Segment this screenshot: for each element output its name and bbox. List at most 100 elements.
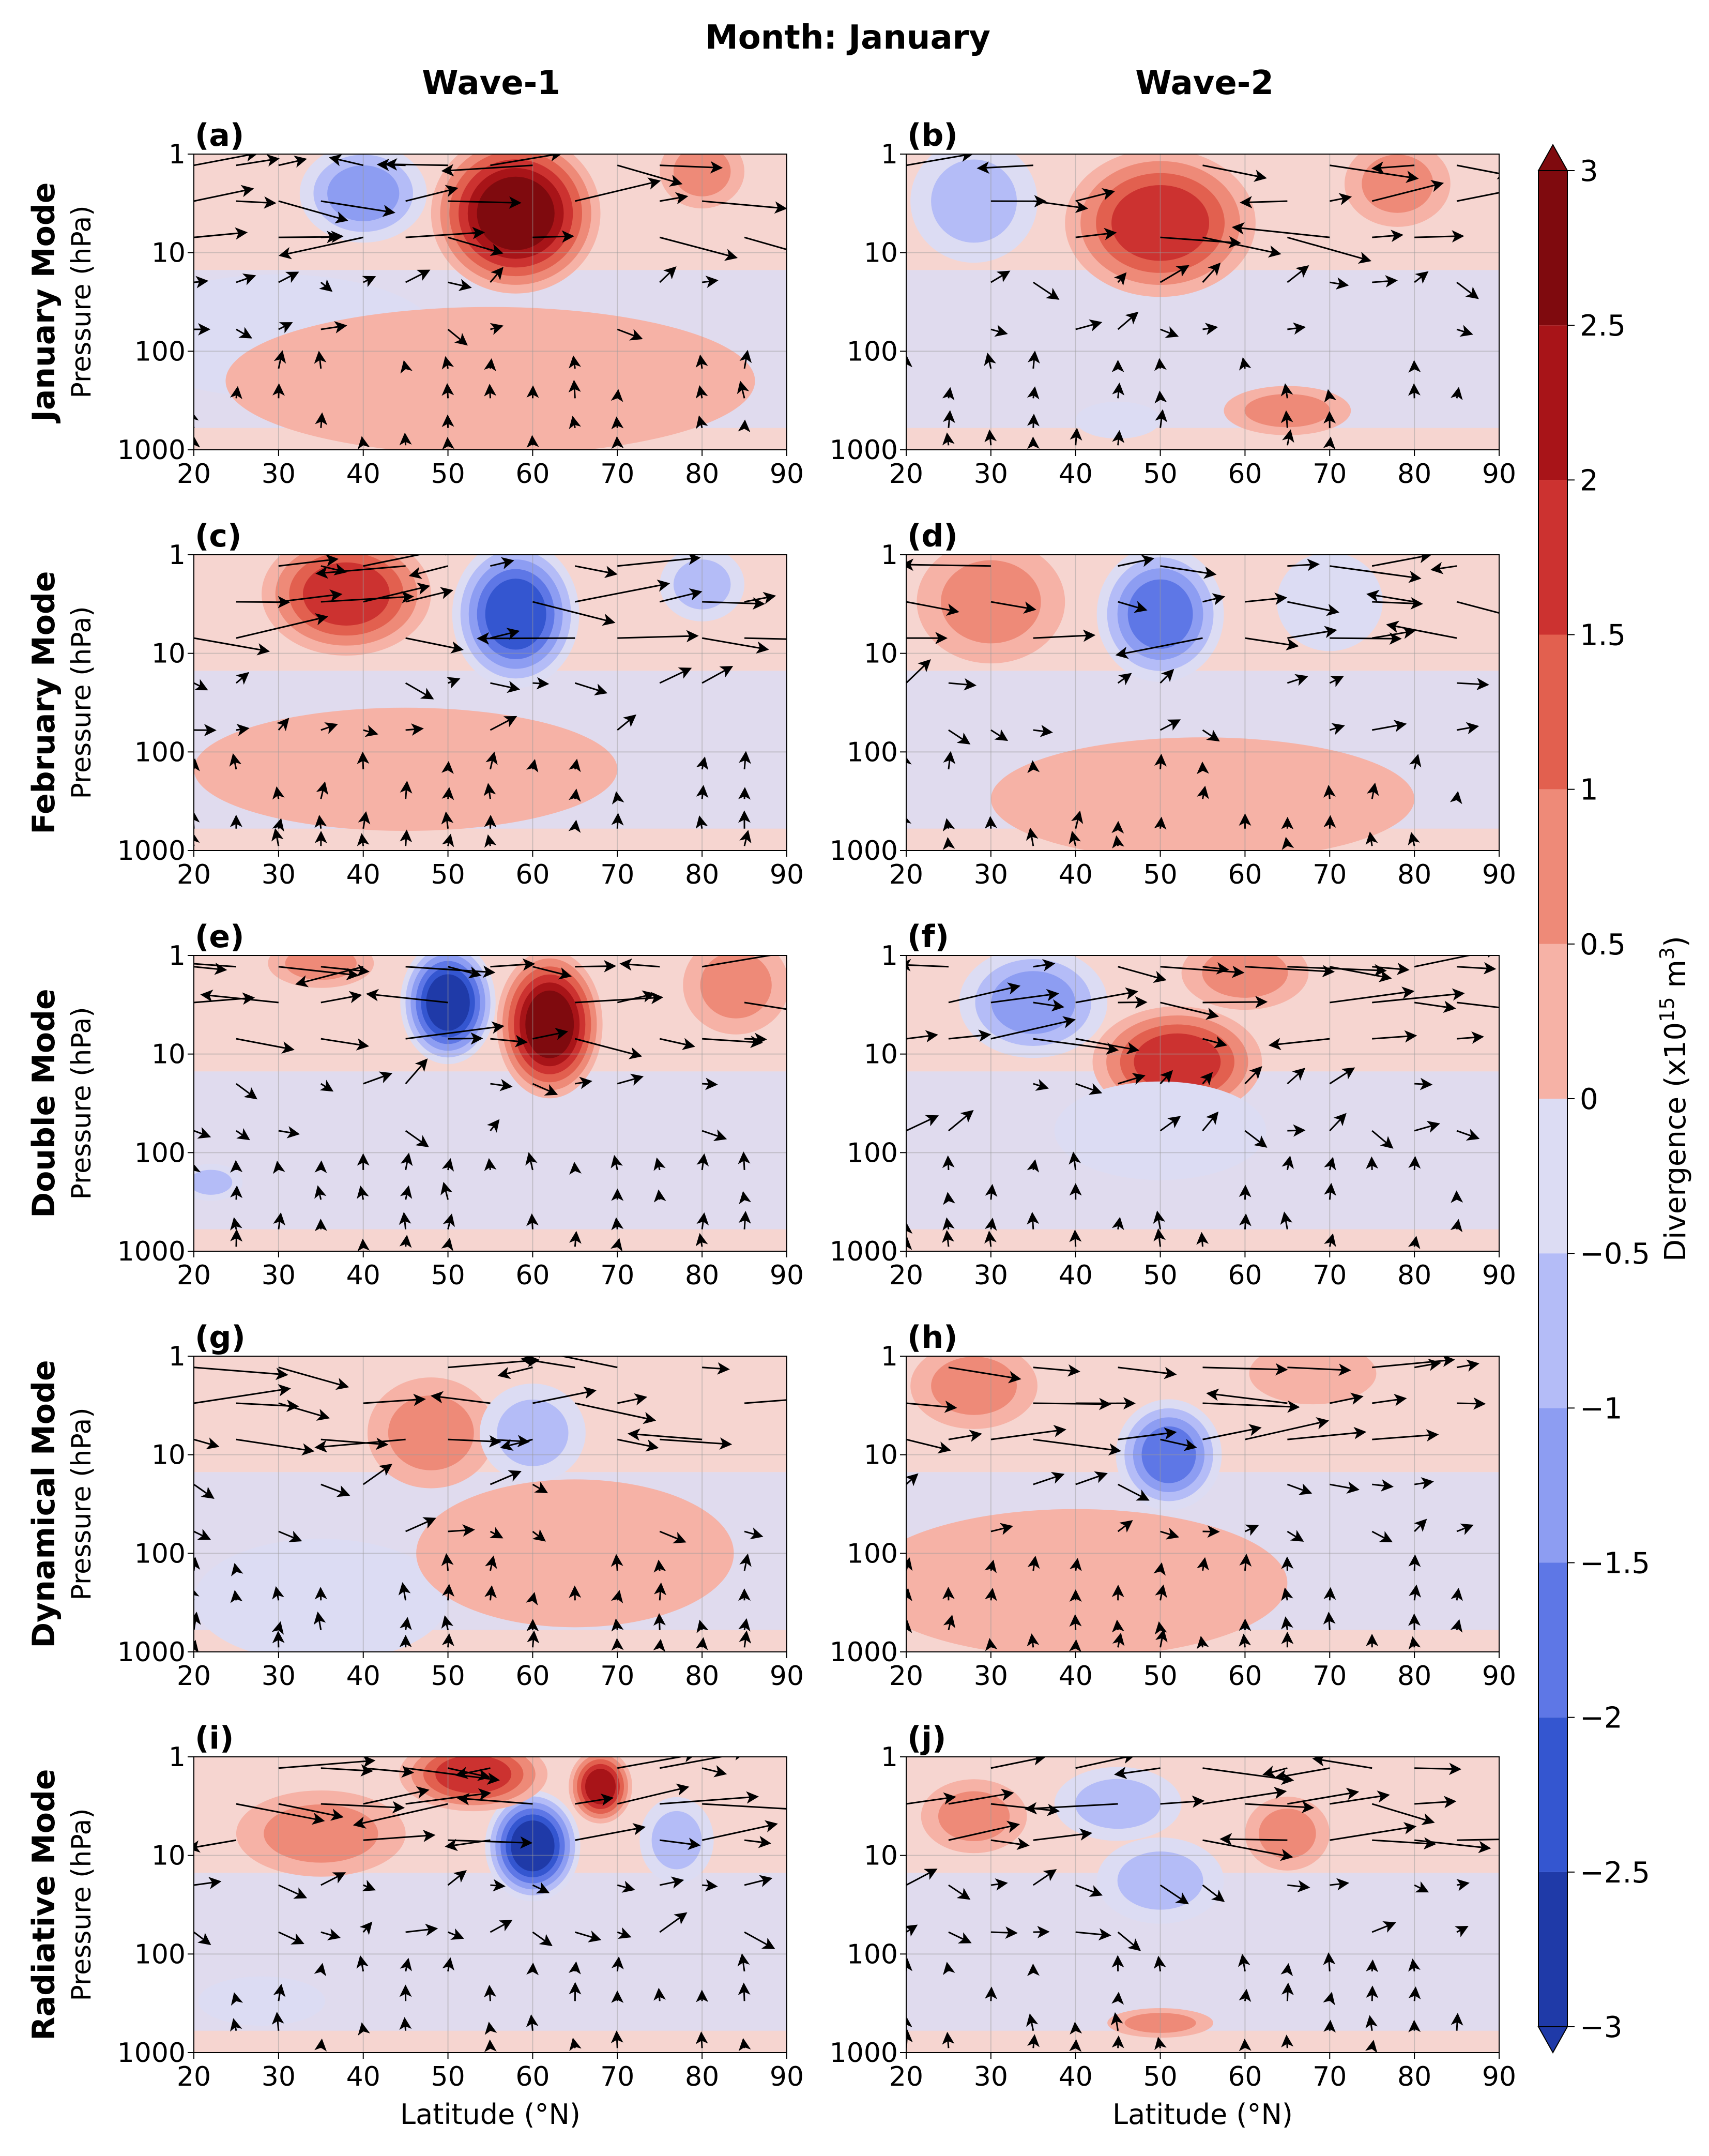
colorbar-tick-label: −1: [1580, 1392, 1623, 1425]
y-tick-label: 1000: [830, 2038, 898, 2069]
y-tick-label: 1: [881, 940, 898, 971]
flux-arrow: [1075, 1884, 1103, 1897]
flux-arrow: [1409, 1584, 1421, 1601]
flux-arrow: [1323, 1992, 1335, 2006]
flux-arrow: [400, 1617, 412, 1631]
flux-arrow: [532, 230, 574, 243]
flux-arrow: [1118, 555, 1155, 567]
flux-arrow: [278, 1757, 376, 1769]
flux-arrow: [738, 1151, 751, 1170]
flux-arrow: [1075, 987, 1138, 1004]
x-tick-label: 50: [431, 459, 465, 490]
flux-arrow: [701, 955, 787, 968]
flux-arrow: [1075, 1038, 1140, 1055]
flux-arrow: [611, 1638, 624, 1651]
flux-arrow: [739, 751, 751, 770]
flux-arrow: [1371, 1921, 1396, 1933]
flux-arrow: [446, 677, 461, 689]
flux-arrow: [948, 1430, 982, 1442]
flux-arrow: [1282, 429, 1294, 446]
flux-arrow: [321, 200, 395, 217]
flux-arrow: [659, 1876, 684, 1889]
flux-arrow: [1456, 164, 1499, 179]
flux-arrow: [985, 1183, 998, 1200]
flux-arrow: [948, 1029, 991, 1042]
flux-arrow: [1330, 1822, 1417, 1841]
flux-arrow: [1202, 1839, 1293, 1861]
flux-arrow: [1239, 1988, 1252, 2002]
flux-arrow: [984, 816, 997, 829]
flux-arrow: [1153, 1955, 1166, 1972]
flux-arrow: [405, 637, 464, 654]
flux-arrow: [1197, 1557, 1209, 1571]
flux-arrow: [1281, 1616, 1293, 1630]
flux-arrow: [739, 1630, 752, 1648]
contour-level: [1141, 1426, 1196, 1483]
flux-arrow: [1287, 1363, 1351, 1376]
flux-arrow: [611, 389, 623, 402]
flux-arrow: [701, 1820, 778, 1841]
flux-arrow: [990, 1838, 1030, 1850]
flux-arrow: [1287, 558, 1320, 571]
flux-arrow: [272, 818, 284, 832]
flux-arrow: [568, 1961, 581, 1975]
flux-arrow: [231, 1992, 243, 2006]
x-tick-label: 30: [974, 2061, 1008, 2092]
flux-arrow: [1408, 832, 1420, 846]
x-tick-label: 40: [346, 459, 380, 490]
flux-arrow: [701, 1129, 727, 1142]
flux-arrow: [1075, 1757, 1136, 1769]
flux-arrow: [385, 158, 448, 171]
flux-arrow: [194, 637, 270, 656]
flux-arrow: [273, 1984, 286, 2001]
flux-arrow: [321, 1483, 350, 1497]
contour-level: [1075, 401, 1161, 439]
flux-arrow: [1160, 326, 1179, 338]
flux-arrow: [236, 196, 277, 209]
y-tick-label: 100: [134, 336, 186, 367]
flux-arrow: [1372, 1429, 1439, 1442]
flux-arrow: [272, 1586, 284, 1601]
flux-arrow: [440, 1181, 453, 1200]
flux-arrow: [278, 200, 348, 224]
x-tick-label: 40: [1059, 1661, 1093, 1692]
x-tick-label: 90: [1482, 1260, 1516, 1291]
flux-arrow: [1154, 2037, 1167, 2051]
flux-arrow: [906, 959, 949, 971]
x-tick-label: 90: [770, 1260, 804, 1291]
contour-level: [477, 176, 555, 250]
divergence-field: [194, 955, 787, 1229]
flux-arrow: [568, 819, 581, 833]
flux-arrow: [405, 185, 459, 202]
x-tick-label: 30: [262, 1661, 296, 1692]
y-tick-label: 10: [864, 1841, 898, 1872]
flux-arrow: [532, 966, 572, 980]
contour-level: [225, 307, 755, 450]
flux-arrow: [441, 787, 454, 800]
flux-arrow: [1408, 360, 1421, 373]
flux-arrow: [659, 1757, 747, 1769]
flux-arrow: [321, 1764, 373, 1777]
flux-arrow: [1117, 1520, 1133, 1533]
flux-arrow: [490, 958, 536, 971]
colorbar-band: [1538, 944, 1567, 1099]
flux-arrow: [448, 236, 503, 256]
y-tick-label: 100: [847, 1939, 898, 1970]
flux-arrow: [1287, 1124, 1306, 1137]
y-tick-label: 10: [864, 1440, 898, 1471]
flux-arrow: [448, 1928, 464, 1940]
y-tick-label: 10: [151, 238, 186, 269]
flux-arrow: [1069, 1614, 1082, 1630]
flux-arrow: [1118, 996, 1148, 1009]
flux-arrow: [943, 1962, 955, 1976]
y-tick-label: 1000: [117, 2038, 186, 2069]
panel-a: (a) 20 30 40 50 60 70 80 90 1 10 100 1000 Pressure (h…: [26, 117, 804, 490]
y-tick-label: 1000: [117, 836, 186, 867]
flux-arrow: [906, 1869, 938, 1886]
x-tick-label: 70: [1313, 1661, 1347, 1692]
flux-arrow: [702, 1077, 718, 1090]
flux-arrow: [1153, 1210, 1166, 1229]
flux-arrow: [1240, 196, 1288, 209]
flux-arrow: [230, 1229, 243, 1247]
flux-arrow: [612, 791, 624, 804]
